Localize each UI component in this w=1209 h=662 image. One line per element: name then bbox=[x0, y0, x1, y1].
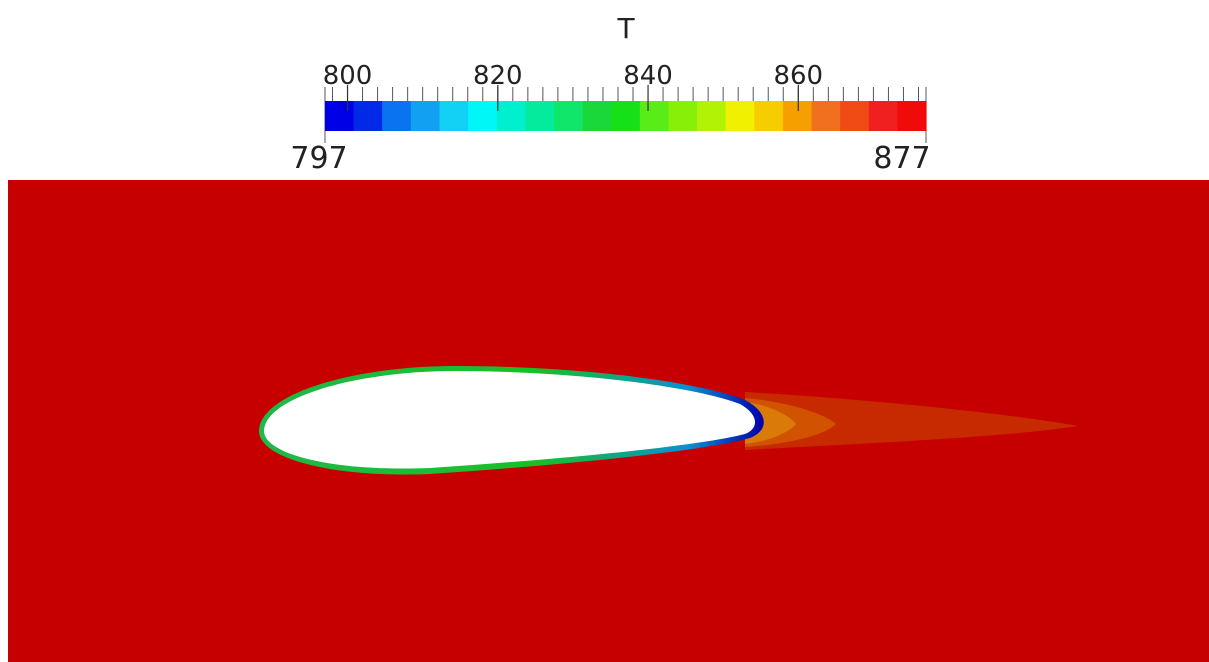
colorbar-band bbox=[811, 101, 841, 131]
colorbar-band bbox=[525, 101, 555, 131]
airfoil bbox=[264, 371, 756, 469]
colorbar-band bbox=[468, 101, 498, 131]
colorbar-title: T bbox=[616, 12, 635, 45]
colorbar: T 800 820 840 860 797 877 bbox=[290, 12, 930, 176]
colorbar-band bbox=[553, 101, 584, 131]
colorbar-band bbox=[668, 101, 698, 131]
wake-contour-outer bbox=[745, 392, 1078, 450]
colorbar-band bbox=[353, 101, 383, 131]
colorbar-bands bbox=[325, 101, 927, 131]
colorbar-band bbox=[725, 101, 755, 131]
colorbar-band bbox=[897, 101, 927, 131]
colorbar-band bbox=[410, 101, 441, 131]
colorbar-band bbox=[382, 101, 412, 131]
colorbar-band bbox=[582, 101, 612, 131]
colorbar-band bbox=[639, 101, 670, 131]
colorbar-band bbox=[782, 101, 813, 131]
colorbar-major-ticks bbox=[346, 85, 799, 111]
colorbar-band bbox=[496, 101, 526, 131]
colorbar-tick-labels: 800 820 840 860 bbox=[323, 61, 823, 91]
colorbar-band bbox=[868, 101, 898, 131]
colorbar-band bbox=[611, 101, 641, 131]
colorbar-band bbox=[439, 101, 469, 131]
colorbar-band bbox=[697, 101, 727, 131]
colorbar-band bbox=[840, 101, 870, 131]
colorbar-band bbox=[754, 101, 784, 131]
colorbar-min-label: 797 bbox=[290, 141, 347, 176]
colorbar-max-label: 877 bbox=[873, 141, 930, 176]
flow-field bbox=[8, 180, 1209, 662]
colorbar-band bbox=[325, 101, 355, 131]
